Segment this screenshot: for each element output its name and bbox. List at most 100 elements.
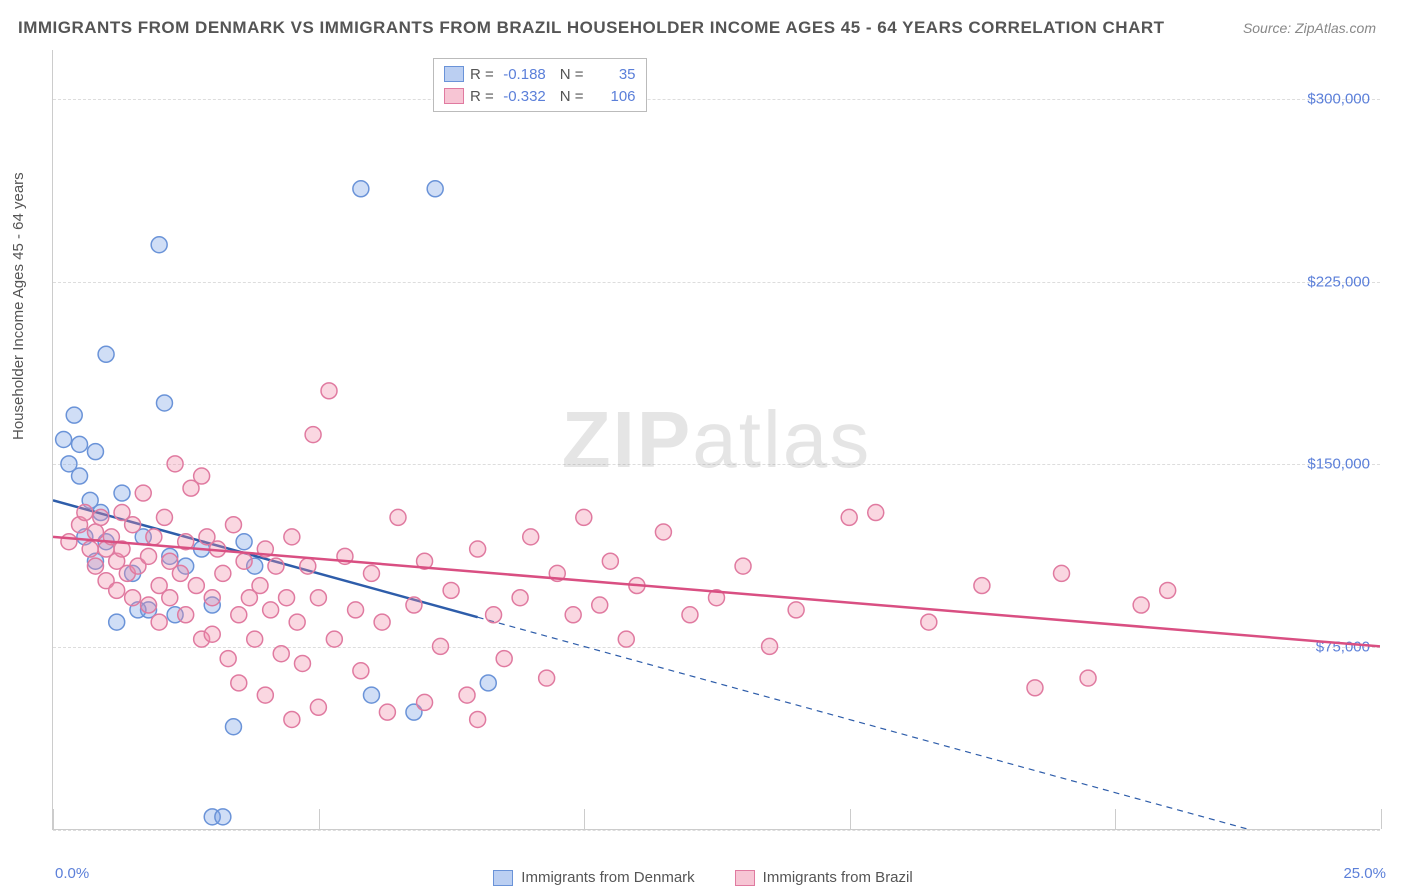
data-point [178, 607, 194, 623]
data-point [188, 578, 204, 594]
data-point [353, 663, 369, 679]
data-point [432, 638, 448, 654]
data-point [1133, 597, 1149, 613]
data-point [576, 509, 592, 525]
data-point [512, 590, 528, 606]
series-legend: Immigrants from Denmark Immigrants from … [0, 869, 1406, 886]
data-point [231, 675, 247, 691]
chart-title: IMMIGRANTS FROM DENMARK VS IMMIGRANTS FR… [18, 18, 1165, 38]
data-point [263, 602, 279, 618]
data-point [172, 565, 188, 581]
data-point [114, 485, 130, 501]
data-point [87, 524, 103, 540]
data-point [602, 553, 618, 569]
data-point [868, 505, 884, 521]
data-point [565, 607, 581, 623]
data-point [480, 675, 496, 691]
data-point [305, 427, 321, 443]
chart-plot-area: ZIPatlas R = -0.188 N = 35 R = -0.332 N … [52, 50, 1380, 830]
data-point [215, 809, 231, 825]
data-point [151, 614, 167, 630]
data-point [225, 517, 241, 533]
data-point [523, 529, 539, 545]
data-point [390, 509, 406, 525]
data-point [93, 509, 109, 525]
legend-item-denmark: Immigrants from Denmark [493, 869, 694, 886]
data-point [156, 509, 172, 525]
grid-line-h [53, 830, 1380, 831]
data-point [406, 597, 422, 613]
data-point [77, 505, 93, 521]
stats-row-denmark: R = -0.188 N = 35 [444, 63, 636, 85]
data-point [788, 602, 804, 618]
data-point [194, 468, 210, 484]
data-point [236, 534, 252, 550]
data-point [363, 687, 379, 703]
data-point [353, 181, 369, 197]
data-point [321, 383, 337, 399]
data-point [470, 711, 486, 727]
data-point [1160, 582, 1176, 598]
data-point [156, 395, 172, 411]
data-point [151, 237, 167, 253]
data-point [1054, 565, 1070, 581]
stat-r-brazil: -0.332 [500, 88, 546, 105]
data-point [284, 529, 300, 545]
data-point [72, 436, 88, 452]
stat-label-r: R = [470, 66, 494, 83]
data-point [300, 558, 316, 574]
stat-n-denmark: 35 [590, 66, 636, 83]
data-point [215, 565, 231, 581]
legend-label-denmark: Immigrants from Denmark [521, 869, 694, 886]
data-point [252, 578, 268, 594]
stat-label-r: R = [470, 88, 494, 105]
legend-label-brazil: Immigrants from Brazil [763, 869, 913, 886]
stat-label-n: N = [560, 66, 584, 83]
data-point [294, 655, 310, 671]
data-point [921, 614, 937, 630]
source-attribution: Source: ZipAtlas.com [1243, 20, 1376, 36]
data-point [268, 558, 284, 574]
y-axis-title: Householder Income Ages 45 - 64 years [10, 172, 27, 440]
trend-line-dashed [478, 617, 1380, 829]
data-point [257, 687, 273, 703]
data-point [841, 509, 857, 525]
data-point [98, 346, 114, 362]
x-tick-label-max: 25.0% [1343, 865, 1386, 882]
stats-legend: R = -0.188 N = 35 R = -0.332 N = 106 [433, 58, 647, 112]
data-point [220, 651, 236, 667]
data-point [735, 558, 751, 574]
data-point [310, 699, 326, 715]
swatch-brazil [444, 88, 464, 104]
data-point [125, 517, 141, 533]
data-point [61, 534, 77, 550]
stat-r-denmark: -0.188 [500, 66, 546, 83]
data-point [427, 181, 443, 197]
x-tick-label-min: 0.0% [55, 865, 89, 882]
data-point [539, 670, 555, 686]
data-point [443, 582, 459, 598]
scatter-svg [53, 50, 1380, 829]
data-point [618, 631, 634, 647]
data-point [162, 590, 178, 606]
x-tick [1381, 809, 1382, 829]
data-point [87, 558, 103, 574]
swatch-denmark [493, 870, 513, 886]
stats-row-brazil: R = -0.332 N = 106 [444, 85, 636, 107]
data-point [974, 578, 990, 594]
data-point [326, 631, 342, 647]
data-point [470, 541, 486, 557]
data-point [655, 524, 671, 540]
data-point [109, 614, 125, 630]
data-point [87, 444, 103, 460]
data-point [379, 704, 395, 720]
data-point [348, 602, 364, 618]
data-point [141, 597, 157, 613]
data-point [167, 456, 183, 472]
stat-n-brazil: 106 [590, 88, 636, 105]
data-point [310, 590, 326, 606]
data-point [66, 407, 82, 423]
stat-label-n: N = [560, 88, 584, 105]
data-point [1027, 680, 1043, 696]
legend-item-brazil: Immigrants from Brazil [735, 869, 913, 886]
